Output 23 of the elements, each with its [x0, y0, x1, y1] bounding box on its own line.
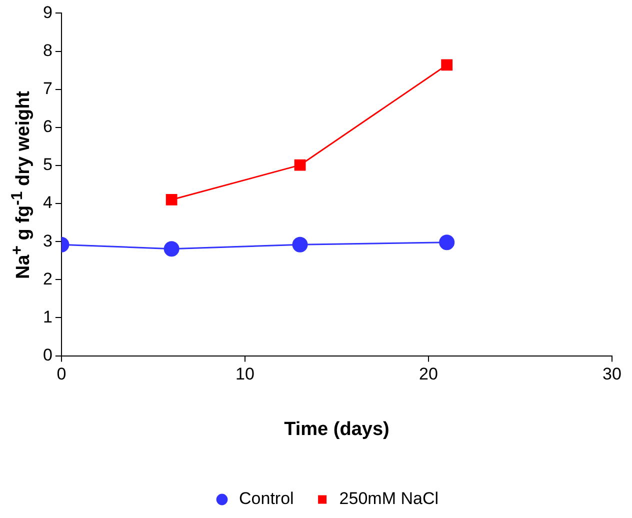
legend-label: 250mM NaCl	[339, 489, 439, 508]
y-tick-label: 0	[42, 345, 52, 364]
y-tick-label: 7	[42, 79, 52, 98]
y-tick-label: 5	[42, 155, 52, 174]
point	[439, 234, 455, 250]
y-tick-label: 3	[42, 231, 52, 250]
point	[441, 59, 453, 71]
x-tick-label: 20	[419, 364, 438, 384]
point	[294, 159, 306, 171]
x-tick-label: 30	[602, 364, 622, 384]
legend-label: Control	[239, 489, 294, 508]
point	[292, 236, 308, 252]
x-tick-label: 10	[236, 364, 254, 384]
x-axis-title: Time (days)	[284, 418, 390, 440]
y-tick-label: 6	[42, 117, 52, 136]
y-tick-label: 4	[42, 193, 52, 212]
x-tick-label: 0	[56, 364, 66, 384]
y-tick-label: 9	[42, 2, 52, 22]
point	[164, 241, 180, 257]
y-tick-label: 8	[42, 40, 52, 60]
point	[166, 194, 178, 206]
y-tick-label: 1	[42, 307, 52, 326]
y-tick-label: 2	[42, 269, 52, 288]
